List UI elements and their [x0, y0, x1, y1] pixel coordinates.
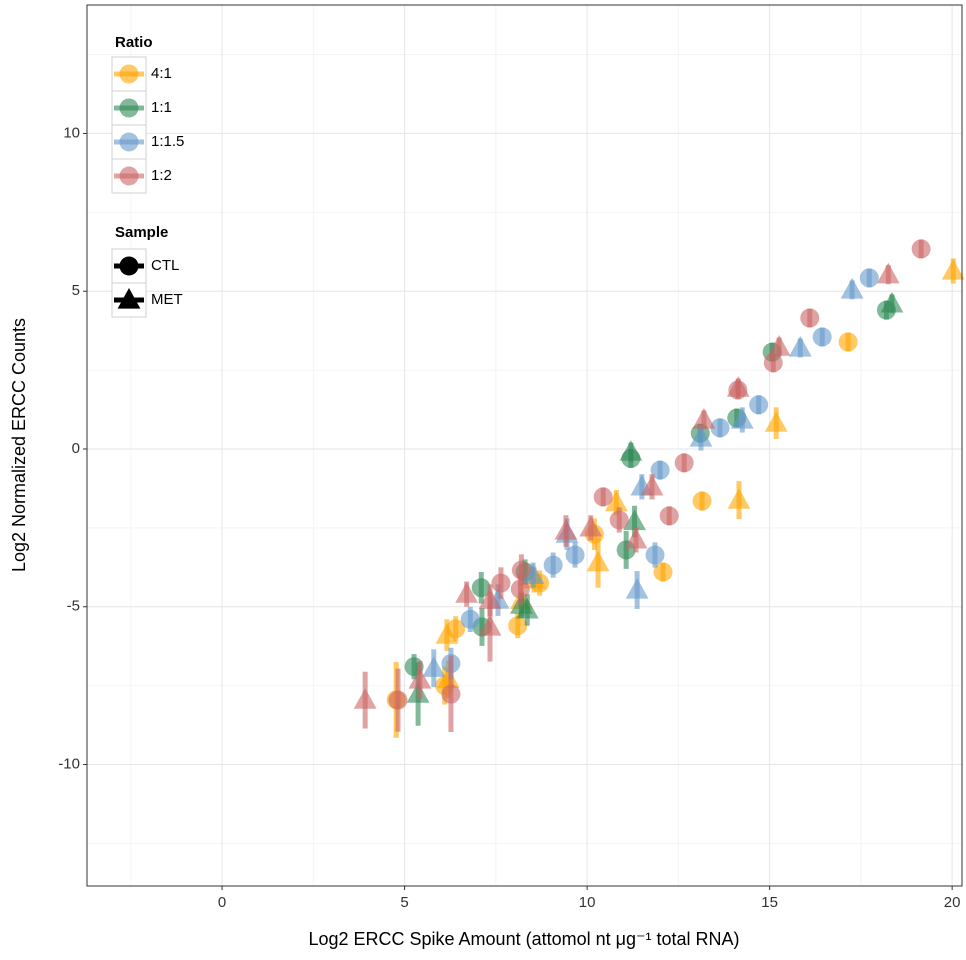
point: [586, 550, 610, 572]
x-tick-label: 15: [761, 894, 778, 911]
point: [800, 308, 820, 328]
point: [609, 510, 629, 530]
plot-border: [86, 4, 963, 887]
legend-title: Sample: [115, 224, 168, 241]
point: [710, 418, 730, 438]
point: [659, 506, 679, 526]
legend-swatch: [119, 256, 139, 276]
point: [838, 332, 858, 352]
point: [650, 460, 670, 480]
x-tick-label: 10: [579, 894, 596, 911]
y-tick-label: -10: [58, 755, 80, 772]
legend-label: 1:1: [151, 99, 172, 116]
x-tick-label: 20: [944, 894, 961, 911]
point: [941, 259, 965, 280]
y-axis-title: Log2 Normalized ERCC Counts: [9, 318, 29, 572]
x-tick-label: 0: [218, 894, 226, 911]
point: [619, 440, 643, 461]
x-tick-label: 5: [400, 894, 408, 911]
point: [353, 688, 377, 709]
point: [840, 277, 864, 299]
point: [408, 667, 432, 689]
point: [604, 490, 628, 512]
point: [435, 623, 459, 644]
legend-swatch: [119, 98, 139, 118]
point: [510, 579, 530, 599]
point: [436, 667, 460, 688]
y-tick-label: 0: [72, 440, 80, 457]
marks: [353, 239, 965, 738]
point: [788, 335, 812, 357]
y-tick-label: 10: [63, 124, 80, 141]
point: [422, 656, 446, 677]
point: [640, 474, 664, 496]
legend: Ratio 4:1 1:1 1:1.5 1:2 Sample CTL MET: [111, 34, 184, 318]
point: [455, 582, 479, 603]
point: [565, 545, 585, 565]
point: [471, 578, 491, 598]
point: [876, 262, 900, 284]
point: [653, 562, 673, 582]
y-tick-label: -5: [67, 598, 80, 615]
point: [508, 616, 528, 636]
point: [812, 327, 832, 347]
point: [645, 545, 665, 565]
legend-swatch: [119, 166, 139, 186]
legend-label: CTL: [151, 257, 179, 274]
point: [388, 690, 408, 710]
point: [727, 488, 751, 509]
point: [593, 487, 613, 507]
point: [543, 555, 563, 575]
legend-swatch: [119, 132, 139, 152]
point: [625, 578, 649, 599]
point: [692, 407, 716, 429]
point: [692, 491, 712, 511]
point: [730, 407, 754, 429]
plot-background: [87, 5, 962, 886]
point: [689, 425, 713, 447]
legend-label: 1:2: [151, 167, 172, 184]
point: [749, 395, 769, 415]
point: [511, 560, 531, 580]
point: [478, 614, 502, 636]
point: [764, 411, 788, 432]
legend-swatch: [119, 64, 139, 84]
point: [491, 573, 511, 593]
legend-title: Ratio: [115, 34, 153, 51]
point: [674, 453, 694, 473]
point: [767, 335, 791, 356]
point: [441, 684, 461, 704]
point: [763, 353, 783, 373]
point: [726, 376, 750, 397]
point: [579, 515, 603, 537]
point: [880, 291, 904, 313]
point: [624, 527, 648, 549]
point: [554, 519, 578, 540]
point: [859, 268, 879, 288]
legend-label: 4:1: [151, 65, 172, 82]
legend-label: MET: [151, 291, 183, 308]
point: [911, 239, 931, 259]
legend-swatch: [117, 288, 141, 309]
point: [521, 563, 545, 584]
x-axis-title: Log2 ERCC Spike Amount (attomol nt μg⁻¹ …: [308, 929, 739, 949]
y-tick-label: 5: [72, 282, 80, 299]
point: [623, 509, 646, 531]
point: [460, 609, 480, 629]
legend-label: 1:1.5: [151, 133, 184, 150]
